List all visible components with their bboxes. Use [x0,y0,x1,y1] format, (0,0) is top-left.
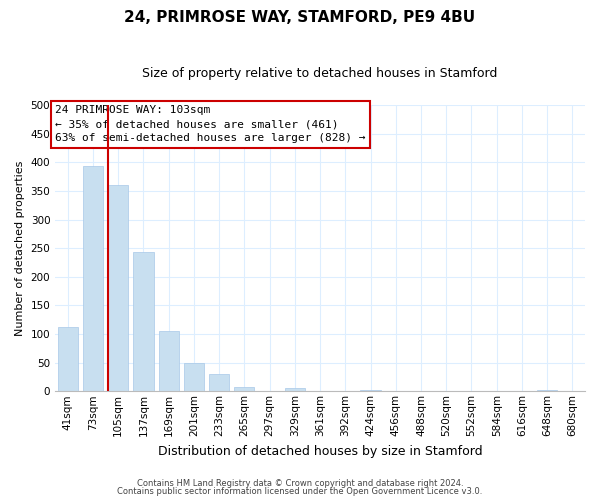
Bar [235,386,254,392]
Bar [133,252,154,392]
Bar [209,374,229,392]
Y-axis label: Number of detached properties: Number of detached properties [15,160,25,336]
Title: Size of property relative to detached houses in Stamford: Size of property relative to detached ho… [142,68,498,80]
Bar [537,390,557,392]
Bar [184,362,204,392]
Bar [285,388,305,392]
Bar [58,327,78,392]
Bar [361,390,380,392]
Text: Contains HM Land Registry data © Crown copyright and database right 2024.: Contains HM Land Registry data © Crown c… [137,478,463,488]
Text: 24 PRIMROSE WAY: 103sqm
← 35% of detached houses are smaller (461)
63% of semi-d: 24 PRIMROSE WAY: 103sqm ← 35% of detache… [55,106,365,144]
Text: Contains public sector information licensed under the Open Government Licence v3: Contains public sector information licen… [118,487,482,496]
X-axis label: Distribution of detached houses by size in Stamford: Distribution of detached houses by size … [158,444,482,458]
Bar [158,331,179,392]
Bar [83,166,103,392]
Text: 24, PRIMROSE WAY, STAMFORD, PE9 4BU: 24, PRIMROSE WAY, STAMFORD, PE9 4BU [124,10,476,25]
Bar [108,186,128,392]
